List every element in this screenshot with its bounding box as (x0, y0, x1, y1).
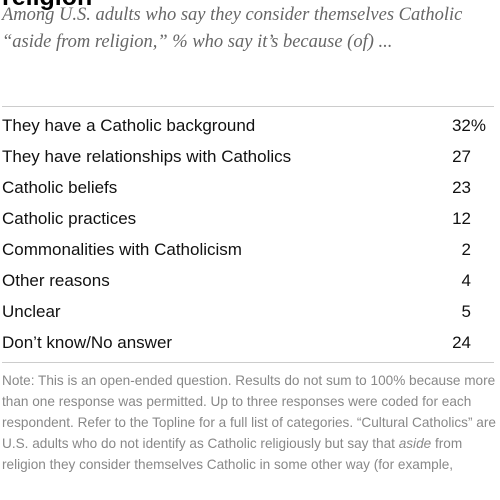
subtitle: Among U.S. adults who say they consider … (2, 5, 463, 52)
note-text: from religion they consider themselves C… (2, 436, 463, 472)
row-value: 12 (452, 208, 471, 228)
row-value: 32% (451, 115, 486, 135)
table: They have a Catholic background 32% They h… (2, 110, 486, 358)
table-row: Don’t know/No answer 24 (2, 327, 486, 358)
row-value: 4 (461, 270, 471, 290)
row-label: Unclear (2, 301, 61, 321)
row-label: Commonalities with Catholicism (2, 239, 242, 259)
divider (2, 362, 494, 363)
note-emphasis: aside (398, 436, 432, 451)
table-row: Commonalities with Catholicism 2 (2, 234, 486, 265)
table-row: Catholic practices 12 (2, 203, 486, 234)
table-row: They have relationships with Catholics 27 (2, 141, 486, 172)
note: Note: This is an open-ended question. Re… (2, 370, 498, 475)
table-row: Unclear 5 (2, 296, 486, 327)
row-label: They have relationships with Catholics (2, 146, 292, 166)
table-row: Other reasons 4 (2, 265, 486, 296)
row-label: Catholic beliefs (2, 177, 118, 197)
row-label: Don’t know/No answer (2, 332, 173, 352)
row-value: 2 (461, 239, 471, 259)
row-label: Catholic practices (2, 208, 137, 228)
row-label: They have a Catholic background (2, 115, 256, 135)
table-row: They have a Catholic background 32% (2, 110, 486, 141)
divider (2, 106, 494, 107)
row-label: Other reasons (2, 270, 110, 290)
row-value: 27 (452, 146, 471, 166)
row-value: 24 (452, 332, 471, 352)
row-value: 5 (461, 301, 471, 321)
title: religion (2, 0, 92, 12)
table-row: Catholic beliefs 23 (2, 172, 486, 203)
note-text: Note: This is an open-ended question. Re… (2, 373, 496, 451)
row-value: 23 (452, 177, 471, 197)
